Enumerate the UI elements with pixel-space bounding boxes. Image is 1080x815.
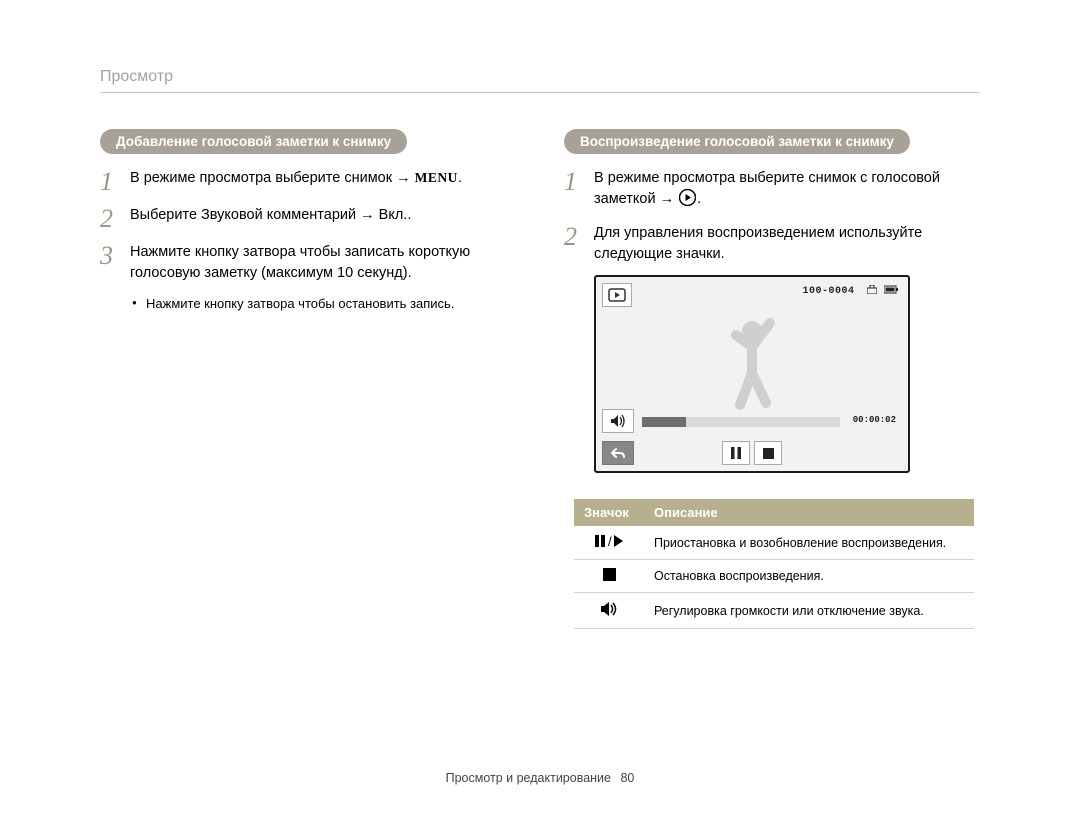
table-cell-desc: Приостановка и возобновление воспроизвед… bbox=[644, 526, 974, 560]
volume-button bbox=[602, 409, 634, 433]
stop-button bbox=[754, 441, 782, 465]
menu-icon-text: MENU bbox=[415, 170, 458, 185]
back-button bbox=[602, 441, 634, 465]
right-column: Воспроизведение голосовой заметки к сним… bbox=[564, 129, 980, 629]
step-3-left: 3 Нажмите кнопку затвора чтобы записать … bbox=[100, 242, 516, 284]
section-heading-right: Воспроизведение голосовой заметки к сним… bbox=[564, 129, 910, 154]
step2-left-text: Выберите Звуковой комментарий → Вкл.. bbox=[130, 205, 411, 226]
step-2-left: 2 Выберите Звуковой комментарий → Вкл.. bbox=[100, 205, 516, 232]
step-1-left: 1 В режиме просмотра выберите снимок → M… bbox=[100, 168, 516, 195]
step3-left-text: Нажмите кнопку затвора чтобы записать ко… bbox=[130, 242, 516, 284]
playback-mode-icon bbox=[602, 283, 632, 307]
play-circle-icon bbox=[679, 189, 696, 213]
playback-controls bbox=[722, 441, 782, 465]
footer-page-number: 80 bbox=[620, 771, 634, 785]
pause-button bbox=[722, 441, 750, 465]
step-number: 1 bbox=[100, 168, 130, 195]
step1-right-suffix: . bbox=[697, 191, 701, 207]
step-number: 2 bbox=[564, 223, 594, 250]
photo-silhouette-icon bbox=[712, 313, 792, 413]
step1-right-prefix: В режиме просмотра выберите снимок с гол… bbox=[594, 170, 940, 207]
footer-section: Просмотр и редактирование bbox=[446, 771, 611, 785]
table-header-icon: Значок bbox=[574, 499, 644, 526]
page-footer: Просмотр и редактирование 80 bbox=[0, 771, 1080, 785]
step2-right-text: Для управления воспроизведением использу… bbox=[594, 223, 980, 265]
chapter-title: Просмотр bbox=[100, 68, 980, 93]
table-header-desc: Описание bbox=[644, 499, 974, 526]
step-2-right: 2 Для управления воспроизведением исполь… bbox=[564, 223, 980, 265]
table-cell-desc: Остановка воспроизведения. bbox=[644, 560, 974, 593]
bullet-left-1: Нажмите кнопку затвора чтобы остановить … bbox=[132, 294, 516, 314]
step-number: 2 bbox=[100, 205, 130, 232]
step1-left-prefix: В режиме просмотра выберите снимок → bbox=[130, 170, 415, 186]
left-column: Добавление голосовой заметки к снимку 1 … bbox=[100, 129, 516, 629]
playback-screenshot: 100-0004 00:00:02 bbox=[594, 275, 910, 473]
volume-icon bbox=[574, 593, 644, 629]
stop-icon bbox=[574, 560, 644, 593]
svg-text:/: / bbox=[608, 534, 612, 548]
section-heading-left: Добавление голосовой заметки к снимку bbox=[100, 129, 407, 154]
step-number: 3 bbox=[100, 242, 130, 269]
step-1-right: 1 В режиме просмотра выберите снимок с г… bbox=[564, 168, 980, 213]
playback-time: 00:00:02 bbox=[853, 415, 896, 425]
table-row: / Приостановка и возобновление воспроизв… bbox=[574, 526, 974, 560]
file-indicator: 100-0004 bbox=[802, 285, 898, 297]
table-row: Остановка воспроизведения. bbox=[574, 560, 974, 593]
step1-left-suffix: . bbox=[458, 170, 462, 186]
icon-table: Значок Описание / Приостановка bbox=[574, 499, 974, 629]
table-cell-desc: Регулировка громкости или отключение зву… bbox=[644, 593, 974, 629]
step-number: 1 bbox=[564, 168, 594, 195]
progress-bar bbox=[642, 417, 840, 427]
pause-play-icon: / bbox=[574, 526, 644, 560]
table-row: Регулировка громкости или отключение зву… bbox=[574, 593, 974, 629]
